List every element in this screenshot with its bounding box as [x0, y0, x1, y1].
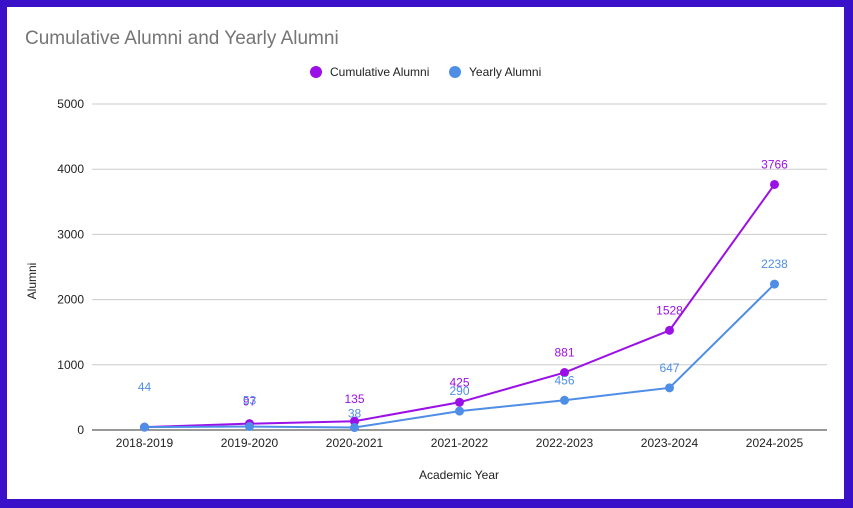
- x-tick-label: 2024-2025: [746, 436, 804, 450]
- data-point: [665, 383, 674, 393]
- x-tick-label: 2023-2024: [641, 436, 699, 450]
- data-point: [350, 416, 359, 426]
- data-point: [455, 406, 464, 416]
- x-tick-label: 2019-2020: [221, 436, 279, 450]
- data-point: [665, 325, 674, 335]
- y-axis-ticks: 0 1000 2000 3000 4000 5000: [57, 97, 84, 437]
- series-layer: [140, 179, 779, 433]
- data-point: [770, 179, 779, 189]
- data-point: [770, 279, 779, 289]
- legend-marker-1: [449, 66, 461, 78]
- data-point: [350, 423, 359, 433]
- data-label: 53: [243, 394, 257, 408]
- data-label: 97: [243, 395, 257, 409]
- x-tick-label: 2020-2021: [326, 436, 384, 450]
- y-tick-label: 0: [77, 423, 84, 437]
- legend-label-1: Yearly Alumni: [469, 65, 541, 79]
- data-label: 3766: [761, 157, 788, 171]
- data-point: [140, 422, 149, 432]
- data-point: [455, 397, 464, 407]
- data-label: 1528: [656, 303, 683, 317]
- y-tick-label: 5000: [57, 97, 84, 111]
- data-label: 2238: [761, 257, 788, 271]
- data-label: 135: [344, 392, 364, 406]
- y-tick-label: 1000: [57, 358, 84, 372]
- legend-marker-0: [310, 66, 322, 78]
- legend-label-0: Cumulative Alumni: [330, 65, 429, 79]
- x-axis-label: Academic Year: [419, 468, 499, 482]
- data-label: 456: [554, 373, 574, 387]
- x-tick-label: 2022-2023: [536, 436, 594, 450]
- data-label: 290: [449, 384, 469, 398]
- x-tick-label: 2021-2022: [431, 436, 489, 450]
- y-tick-label: 4000: [57, 162, 84, 176]
- data-label: 44: [138, 380, 152, 394]
- y-axis-label: Alumni: [25, 263, 39, 300]
- legend: Cumulative Alumni Yearly Alumni: [310, 65, 541, 79]
- x-tick-label: 2018-2019: [116, 436, 174, 450]
- data-point: [560, 368, 569, 378]
- chart-frame: Cumulative Alumni and Yearly Alumni Cumu…: [7, 7, 844, 499]
- y-tick-label: 3000: [57, 227, 84, 241]
- data-labels: 97 135 425 881 1528 3766 44 53 38 290 456 647 2238: [138, 157, 788, 420]
- data-point: [245, 422, 254, 432]
- x-axis-ticks: 2018-2019 2019-2020 2020-2021 2021-2022 2022…: [116, 436, 804, 450]
- data-label: 647: [659, 361, 679, 375]
- line-chart: Cumulative Alumni and Yearly Alumni Cumu…: [25, 28, 827, 482]
- data-label: 38: [348, 407, 362, 421]
- gridlines: [92, 103, 827, 431]
- y-tick-label: 2000: [57, 293, 84, 307]
- chart-title: Cumulative Alumni and Yearly Alumni: [25, 28, 339, 49]
- data-label: 881: [554, 346, 574, 360]
- data-label: 425: [449, 375, 469, 389]
- data-point: [560, 395, 569, 405]
